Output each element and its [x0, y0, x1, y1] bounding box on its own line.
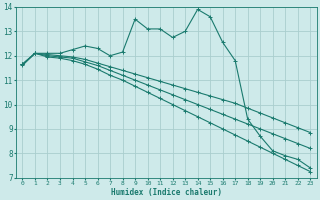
X-axis label: Humidex (Indice chaleur): Humidex (Indice chaleur): [111, 188, 222, 197]
